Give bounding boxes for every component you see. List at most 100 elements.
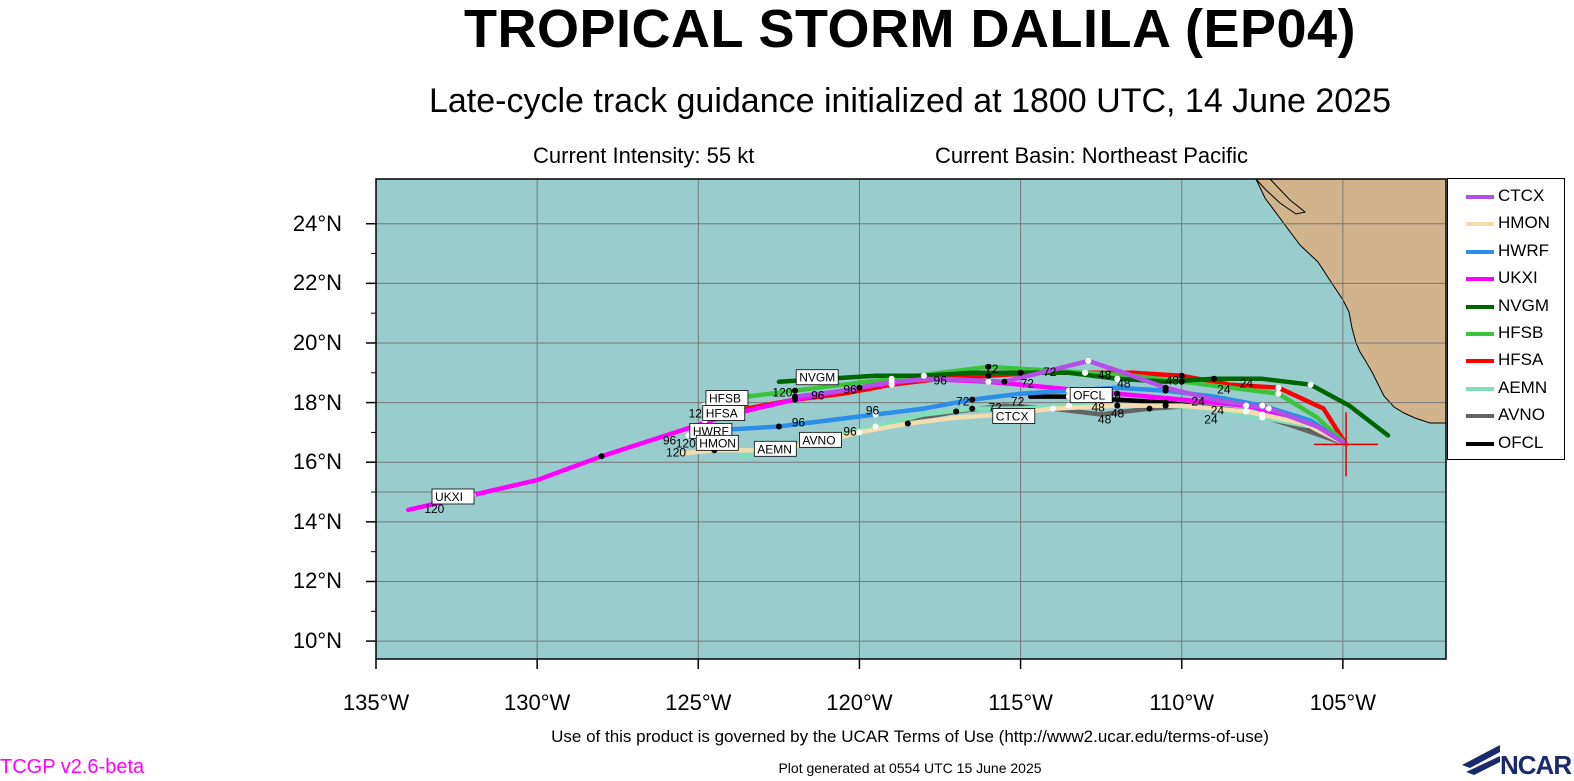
hour-label: 96	[866, 404, 880, 418]
lat-label: 12°N	[292, 568, 342, 594]
hour-label: 72	[1043, 365, 1057, 379]
hour-label: 24	[1211, 404, 1225, 418]
model-tag-hmon: HMON	[699, 436, 736, 450]
plot-generated-time: Plot generated at 0554 UTC 15 June 2025	[778, 760, 1042, 776]
track-point	[598, 453, 605, 460]
lat-label: 22°N	[292, 270, 342, 296]
model-tag-box	[702, 405, 746, 421]
legend-swatch	[1466, 332, 1494, 336]
legend-label: NVGM	[1498, 295, 1549, 315]
track-point	[791, 393, 798, 400]
model-tag-box	[1069, 387, 1113, 404]
model-tag-ukxi: UKXI	[435, 490, 463, 504]
track-point	[1265, 405, 1272, 412]
track-point	[1001, 378, 1008, 385]
track-point	[1178, 372, 1185, 379]
track-point	[1307, 381, 1314, 388]
model-tag-box	[795, 369, 839, 386]
track-point	[872, 423, 879, 430]
legend-swatch	[1466, 441, 1494, 446]
legend-item-hfsa: HFSA	[1456, 349, 1566, 373]
lat-label: 18°N	[292, 389, 342, 415]
hour-label: 120	[424, 502, 444, 516]
hour-label: 24	[1191, 395, 1205, 409]
legend-label: HWRF	[1498, 240, 1549, 260]
hour-label: 24	[1217, 383, 1231, 397]
hour-label: 120	[772, 386, 792, 400]
legend-swatch	[1466, 249, 1494, 254]
hour-label: 48	[1098, 368, 1112, 382]
model-tag-avno: AVNO	[802, 433, 835, 447]
model-tag-nvgm: NVGM	[799, 371, 835, 385]
hour-label: 96	[843, 424, 857, 438]
ncar-logo: NCAR	[1500, 750, 1572, 780]
hour-label: 72	[956, 395, 970, 409]
track-point	[1259, 402, 1266, 409]
lon-label: 135°W	[342, 690, 410, 715]
model-tag-hwrf: HWRF	[693, 424, 729, 438]
version-label: TCGP v2.6-beta	[0, 756, 145, 778]
track-nvgm	[776, 370, 1391, 438]
hour-label: 96	[843, 383, 857, 397]
track-point	[1114, 390, 1121, 397]
hour-label: 48	[1111, 407, 1125, 421]
track-point	[1085, 357, 1092, 364]
track-point	[985, 378, 992, 385]
hour-label: 96	[811, 389, 825, 403]
lon-label: 130°W	[504, 690, 571, 715]
hour-label: 96	[792, 415, 806, 429]
legend-swatch	[1466, 414, 1494, 419]
lat-label: 24°N	[292, 210, 342, 236]
current-intensity: Current Intensity: 55 kt	[533, 143, 755, 168]
model-tag-ofcl: OFCL	[1073, 389, 1105, 403]
page-subtitle: Late-cycle track guidance initialized at…	[428, 82, 1391, 120]
track-point	[985, 363, 992, 370]
track-point	[953, 408, 960, 415]
track-point	[1243, 402, 1250, 409]
legend-swatch	[1466, 386, 1494, 391]
track-point	[1210, 375, 1217, 382]
track-point	[1178, 378, 1185, 385]
legend-label: HFSA	[1498, 350, 1544, 370]
hour-label: 24	[1204, 412, 1218, 426]
track-point	[1162, 384, 1169, 391]
legend-item-hfsb: HFSB	[1456, 322, 1566, 346]
track-point	[1114, 375, 1121, 382]
page-title: TROPICAL STORM DALILA (EP04)	[463, 0, 1357, 59]
legend-item-aemn: AEMN	[1456, 377, 1566, 401]
legend-item-nvgm: NVGM	[1456, 295, 1566, 319]
legend-swatch	[1466, 359, 1494, 364]
legend-item-avno: AVNO	[1456, 404, 1566, 428]
legend-label: AVNO	[1498, 405, 1545, 425]
lat-label: 16°N	[292, 449, 342, 475]
hour-label: 48	[1117, 377, 1131, 391]
track-point	[969, 405, 976, 412]
current-basin: Current Basin: Northeast Pacific	[935, 143, 1249, 168]
track-point	[1162, 402, 1169, 409]
mexico-landmass	[1255, 179, 1446, 424]
legend-label: CTCX	[1498, 186, 1545, 205]
hour-label: 72	[1011, 395, 1025, 409]
lon-label: 110°W	[1149, 690, 1215, 715]
hour-label: 96	[663, 433, 677, 447]
legend-swatch	[1466, 222, 1494, 227]
lon-label: 115°W	[988, 690, 1053, 715]
track-point	[1114, 402, 1121, 409]
track-point	[856, 429, 863, 436]
legend-swatch	[1466, 277, 1494, 282]
lon-label: 120°W	[826, 690, 893, 715]
hour-label: 72	[985, 362, 999, 376]
model-tag-box	[695, 434, 739, 451]
lat-label: 14°N	[292, 508, 342, 534]
track-point	[1243, 408, 1250, 415]
track-point	[1146, 405, 1153, 412]
track-point	[1275, 390, 1282, 397]
legend-label: OFCL	[1498, 432, 1544, 452]
forecast-hour-labels: 1209612012012012096969696969696727272727…	[424, 362, 1253, 516]
terms-of-use: Use of this product is governed by the U…	[551, 727, 1269, 746]
storm-position-marker	[1314, 412, 1379, 477]
track-hfsb	[702, 364, 1349, 447]
legend-item-ctcx: CTCX	[1456, 185, 1566, 209]
model-tracks	[405, 357, 1391, 513]
track-point	[1065, 402, 1072, 409]
